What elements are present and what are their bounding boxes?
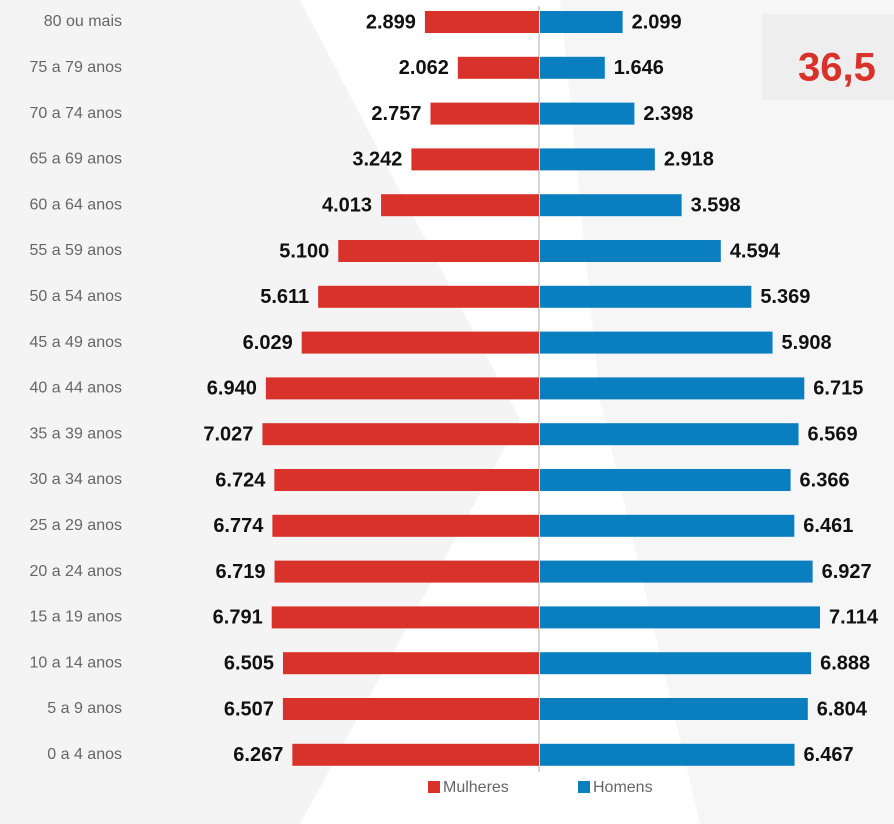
bar (271, 606, 539, 629)
value-label: 2.099 (632, 11, 682, 33)
category-label: 15 a 19 anos (29, 609, 122, 626)
value-label: 6.507 (224, 698, 274, 720)
value-label: 6.804 (817, 698, 868, 720)
value-label: 6.267 (233, 744, 283, 766)
category-label: 65 a 69 anos (29, 151, 122, 168)
bar (540, 331, 773, 354)
value-label: 6.505 (224, 652, 274, 674)
bar (540, 102, 635, 125)
annotation-box (762, 14, 894, 100)
value-label: 2.062 (399, 57, 449, 79)
bar (411, 148, 539, 171)
bar (540, 377, 805, 400)
bar (282, 652, 539, 675)
bar (262, 423, 539, 446)
category-label: 25 a 29 anos (29, 517, 122, 534)
value-label: 6.715 (813, 378, 863, 400)
bar (424, 11, 539, 33)
bar (540, 652, 812, 675)
value-label: 4.594 (730, 240, 781, 262)
category-label: 75 a 79 anos (29, 59, 122, 76)
bar (338, 240, 539, 262)
category-label: 30 a 34 anos (29, 471, 122, 488)
category-label: 40 a 44 anos (29, 380, 122, 397)
annotation: 36,5 (798, 46, 876, 90)
value-label: 1.646 (614, 57, 664, 79)
value-label: 7.027 (203, 423, 253, 445)
bar (540, 743, 795, 766)
category-label: 10 a 14 anos (29, 654, 122, 671)
value-label: 6.927 (822, 561, 872, 583)
value-label: 6.724 (215, 469, 266, 491)
value-label: 6.366 (800, 469, 850, 491)
legend-label: Mulheres (443, 779, 509, 796)
category-label: 35 a 39 anos (29, 425, 122, 442)
bar (540, 423, 799, 446)
value-label: 6.774 (213, 515, 264, 537)
category-label: 70 a 74 anos (29, 105, 122, 122)
bar (540, 469, 791, 491)
value-label: 3.242 (352, 149, 402, 171)
value-label: 6.888 (820, 652, 870, 674)
bar (265, 377, 539, 400)
value-label: 4.013 (322, 194, 372, 216)
value-label: 3.598 (691, 194, 741, 216)
legend-swatch (428, 781, 440, 793)
bar (540, 698, 808, 720)
category-label: 50 a 54 anos (29, 288, 122, 305)
value-label: 6.569 (808, 423, 858, 445)
bar (282, 698, 539, 720)
value-label: 6.791 (213, 607, 263, 629)
bar (457, 56, 539, 79)
category-label: 80 ou mais (44, 13, 122, 30)
category-label: 45 a 49 anos (29, 334, 122, 351)
bar (430, 102, 539, 125)
legend-swatch (578, 781, 590, 793)
bar (540, 11, 623, 33)
bar (381, 194, 539, 217)
bar (540, 514, 795, 537)
category-label: 55 a 59 anos (29, 242, 122, 259)
value-label: 5.369 (760, 286, 810, 308)
value-label: 2.918 (664, 149, 714, 171)
value-label: 2.398 (643, 103, 693, 125)
bar (540, 285, 752, 308)
value-label: 6.467 (804, 744, 854, 766)
value-label: 7.114 (829, 607, 879, 629)
bar (274, 469, 539, 491)
value-label: 5.100 (279, 240, 329, 262)
value-label: 5.611 (260, 286, 309, 308)
category-label: 20 a 24 anos (29, 563, 122, 580)
bar (540, 240, 721, 262)
value-label: 2.757 (371, 103, 421, 125)
value-label: 5.908 (782, 332, 832, 354)
category-label: 60 a 64 anos (29, 196, 122, 213)
bar (540, 56, 605, 79)
bar (540, 606, 820, 629)
bar (272, 514, 539, 537)
legend-label: Homens (593, 779, 653, 796)
bar (540, 560, 813, 583)
bar (540, 148, 655, 171)
category-label: 5 a 9 anos (47, 700, 122, 717)
value-label: 6.940 (207, 378, 257, 400)
bar (301, 331, 539, 354)
value-label: 6.029 (243, 332, 293, 354)
bar (274, 560, 539, 583)
bar (318, 285, 539, 308)
bar (292, 743, 539, 766)
value-label: 2.899 (366, 11, 416, 33)
value-label: 6.461 (803, 515, 853, 537)
bar (540, 194, 682, 217)
value-label: 6.719 (215, 561, 265, 583)
category-label: 0 a 4 anos (47, 746, 122, 763)
